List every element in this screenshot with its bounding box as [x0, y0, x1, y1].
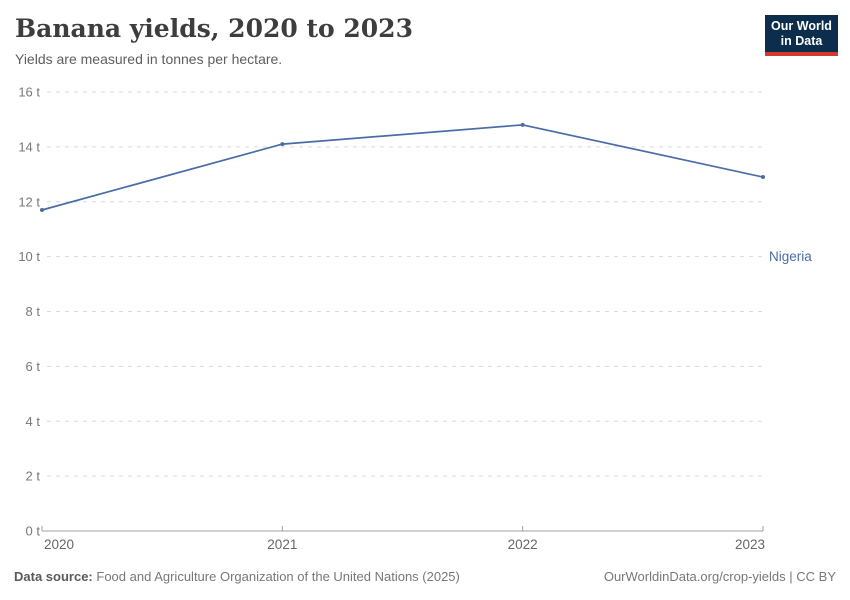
data-point-2023[interactable]: [761, 175, 765, 180]
x-tick-label-2021: 2021: [267, 537, 297, 552]
y-tick-label-14t: 14 t: [18, 139, 40, 154]
data-point-2022[interactable]: [520, 122, 525, 127]
data-source: Data source: Food and Agriculture Organi…: [14, 569, 460, 584]
owid-logo-text-line2: in Data: [780, 34, 823, 48]
y-tick-label-12t: 12 t: [18, 194, 40, 209]
chart-footer: Data source: Food and Agriculture Organi…: [0, 569, 850, 584]
y-tick-label-0t: 0 t: [26, 524, 41, 539]
data-source-text: Food and Agriculture Organization of the…: [96, 569, 460, 584]
owid-logo[interactable]: Our World in Data: [765, 15, 838, 56]
data-point-2021[interactable]: [280, 142, 285, 147]
y-tick-label-16t: 16 t: [18, 85, 40, 100]
credit-link[interactable]: OurWorldinData.org/crop-yields | CC BY: [603, 569, 836, 584]
series-line-nigeria[interactable]: [41, 124, 764, 211]
data-point-2020[interactable]: [40, 207, 44, 212]
data-source-label: Data source:: [14, 569, 93, 584]
line-chart[interactable]: 0 t 2 t 4 t 6 t 8 t 10 t 12 t 14 t 16 t 2020 2021 2…: [0, 80, 850, 560]
y-tick-label-4t: 4 t: [26, 414, 41, 429]
y-tick-label-8t: 8 t: [26, 304, 41, 319]
chart-subtitle: Yields are measured in tonnes per hectar…: [15, 51, 283, 67]
owid-logo-text-line1: Our World: [771, 19, 832, 33]
y-tick-label-2t: 2 t: [26, 469, 41, 484]
chart-title: Banana yields, 2020 to 2023: [15, 14, 413, 43]
chart-canvas[interactable]: 0 t 2 t 4 t 6 t 8 t 10 t 12 t 14 t 16 t 2020 2021 2…: [0, 80, 850, 560]
series-label-nigeria[interactable]: Nigeria: [769, 249, 812, 265]
y-tick-label-10t: 10 t: [18, 249, 40, 264]
x-tick-label-2020: 2020: [44, 537, 74, 552]
x-tick-label-2023: 2023: [735, 537, 765, 552]
y-tick-label-6t: 6 t: [26, 359, 41, 374]
x-tick-label-2022: 2022: [508, 537, 538, 552]
